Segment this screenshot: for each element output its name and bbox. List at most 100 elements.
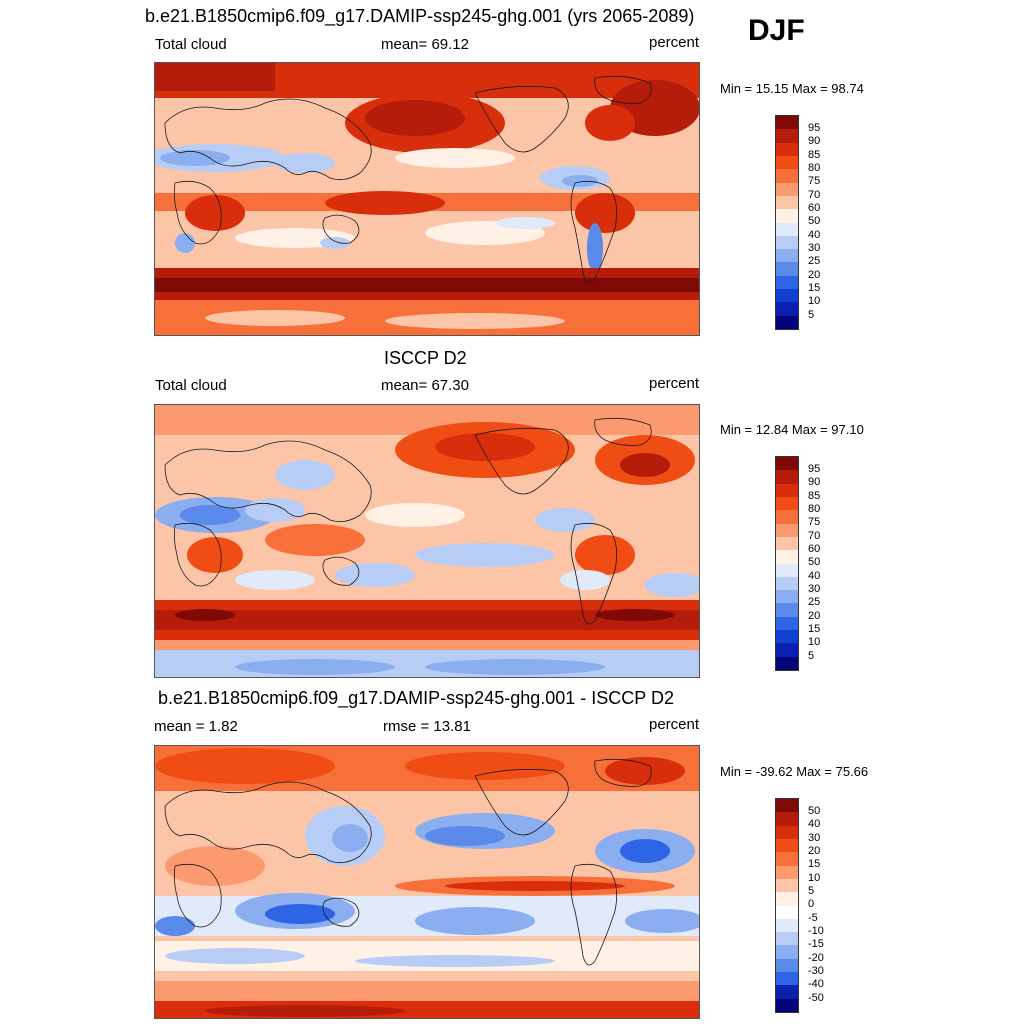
panel3-colorbar-swatch <box>776 972 798 986</box>
panel3-mean-label: mean = 1.82 <box>154 718 238 735</box>
panel1-colorbar-swatch <box>776 142 798 156</box>
panel1-cbar-label: 90 <box>808 135 821 147</box>
panel3-colorbar-swatch <box>776 945 798 959</box>
panel2-colorbar-swatch <box>776 470 798 484</box>
coastline-path <box>322 897 360 927</box>
panel1-minmax: Min = 15.15 Max = 98.74 <box>720 81 864 96</box>
panel1-cbar-label: 20 <box>808 269 821 281</box>
panel1-cbar-label: 40 <box>808 229 821 241</box>
panel1-title: b.e21.B1850cmip6.f09_g17.DAMIP-ssp245-gh… <box>145 6 695 26</box>
panel2-cbar-label: 5 <box>808 650 815 662</box>
panel3-colorbar-swatch <box>776 985 798 999</box>
coastline-path <box>173 522 222 587</box>
panel3-cbar-label: -30 <box>808 965 824 977</box>
coastline-path <box>164 440 372 523</box>
coastline-path <box>322 556 360 586</box>
panel2-colorbar-swatch <box>776 616 798 631</box>
panel3-title: b.e21.B1850cmip6.f09_g17.DAMIP-ssp245-gh… <box>158 688 674 708</box>
panel2-colorbar-swatch <box>776 496 798 511</box>
panel2-colorbar-swatch <box>776 457 798 471</box>
panel2-cbar-label: 95 <box>808 463 821 475</box>
panel1-cbar-label: 15 <box>808 282 821 294</box>
panel2-colorbar-swatch <box>776 576 798 591</box>
panel1-contour-field <box>155 63 699 335</box>
panel3-cbar-label: -10 <box>808 925 824 937</box>
panel3-colorbar-swatch <box>776 838 798 853</box>
panel3-cbar-label: 0 <box>808 898 815 910</box>
panel1-colorbar-swatch <box>776 275 798 290</box>
panel1-colorbar-swatch <box>776 195 798 210</box>
panel3-cbar-label: -5 <box>808 912 818 924</box>
panel2-coastlines <box>164 417 652 625</box>
panel2-cbar-label: 40 <box>808 570 821 582</box>
panel3-colorbar-swatch <box>776 878 798 893</box>
panel2-map <box>154 404 700 678</box>
panel3-colorbar-swatch <box>776 812 798 826</box>
panel2-colorbar-swatch <box>776 563 798 577</box>
panel1-colorbar-swatch <box>776 262 798 276</box>
panel3-colorbar-swatch <box>776 958 798 973</box>
panel1-colorbar <box>775 115 799 330</box>
panel1-colorbar-swatch <box>776 182 798 196</box>
panel2-mean-label: mean= 67.30 <box>381 377 469 394</box>
panel3-contour-field <box>155 746 699 1018</box>
panel2-variable-label: Total cloud <box>155 377 227 394</box>
panel3-cbar-label: 10 <box>808 872 821 884</box>
panel2-cbar-label: 50 <box>808 556 821 568</box>
panel1-colorbar-swatch <box>776 315 798 329</box>
panel1-variable-label: Total cloud <box>155 36 227 53</box>
coastline-path <box>164 98 372 181</box>
coastline-path <box>474 768 569 836</box>
panel3-cbar-label: -40 <box>808 978 824 990</box>
panel2-colorbar-swatch <box>776 643 798 657</box>
panel3-map <box>154 745 700 1019</box>
panel1-colorbar-swatch <box>776 222 798 236</box>
panel3-cbar-label: 5 <box>808 885 815 897</box>
panel3-colorbar-swatch <box>776 905 798 919</box>
coastline-path <box>173 180 222 245</box>
panel1-cbar-label: 85 <box>808 149 821 161</box>
panel1-cbar-label: 10 <box>808 295 821 307</box>
panel2-colorbar-swatch <box>776 523 798 537</box>
panel1-colorbar-swatch <box>776 302 798 316</box>
panel3-cbar-label: -15 <box>808 938 824 950</box>
panel1-colorbar-swatch <box>776 209 798 223</box>
panel1-cbar-label: 30 <box>808 242 821 254</box>
panel2-cbar-label: 30 <box>808 583 821 595</box>
panel1-cbar-label: 70 <box>808 189 821 201</box>
panel3-cbar-label: 40 <box>808 818 821 830</box>
coastline-path <box>594 75 652 104</box>
coastline-path <box>594 758 652 787</box>
panel2-colorbar-swatch <box>776 656 798 670</box>
panel2-cbar-label: 70 <box>808 530 821 542</box>
coastline-path <box>164 781 372 864</box>
panel3-rmse-label: rmse = 13.81 <box>383 718 471 735</box>
season-label: DJF <box>748 14 805 47</box>
panel1-cbar-label: 5 <box>808 309 815 321</box>
panel1-cbar-label: 60 <box>808 202 821 214</box>
panel1-cbar-label: 80 <box>808 162 821 174</box>
panel3-coastlines <box>164 758 652 966</box>
panel3-colorbar-swatch <box>776 892 798 906</box>
panel3-minmax: Min = -39.62 Max = 75.66 <box>720 764 869 779</box>
panel3-cbar-label: 15 <box>808 858 821 870</box>
panel2-units-label: percent <box>649 375 700 392</box>
panel2-cbar-label: 25 <box>808 596 821 608</box>
panel2-contour-field <box>155 405 699 677</box>
panel3-colorbar <box>775 798 799 1013</box>
panel2-colorbar-swatch <box>776 630 798 644</box>
panel1-cbar-label: 50 <box>808 215 821 227</box>
panel2-colorbar-swatch <box>776 483 798 497</box>
coastline-path <box>322 214 360 244</box>
panel2-cbar-label: 10 <box>808 636 821 648</box>
panel1-colorbar-swatch <box>776 249 798 263</box>
panel2-cbar-label: 85 <box>808 490 821 502</box>
coastline-path <box>570 863 618 966</box>
panel2-colorbar-swatch <box>776 550 798 564</box>
panel3-colorbar-swatch <box>776 918 798 933</box>
panel2-title: ISCCP D2 <box>384 348 467 368</box>
panel3-colorbar-swatch <box>776 825 798 839</box>
panel3-colorbar-swatch <box>776 865 798 879</box>
panel1-colorbar-swatch <box>776 289 798 303</box>
panel2-cbar-label: 15 <box>808 623 821 635</box>
